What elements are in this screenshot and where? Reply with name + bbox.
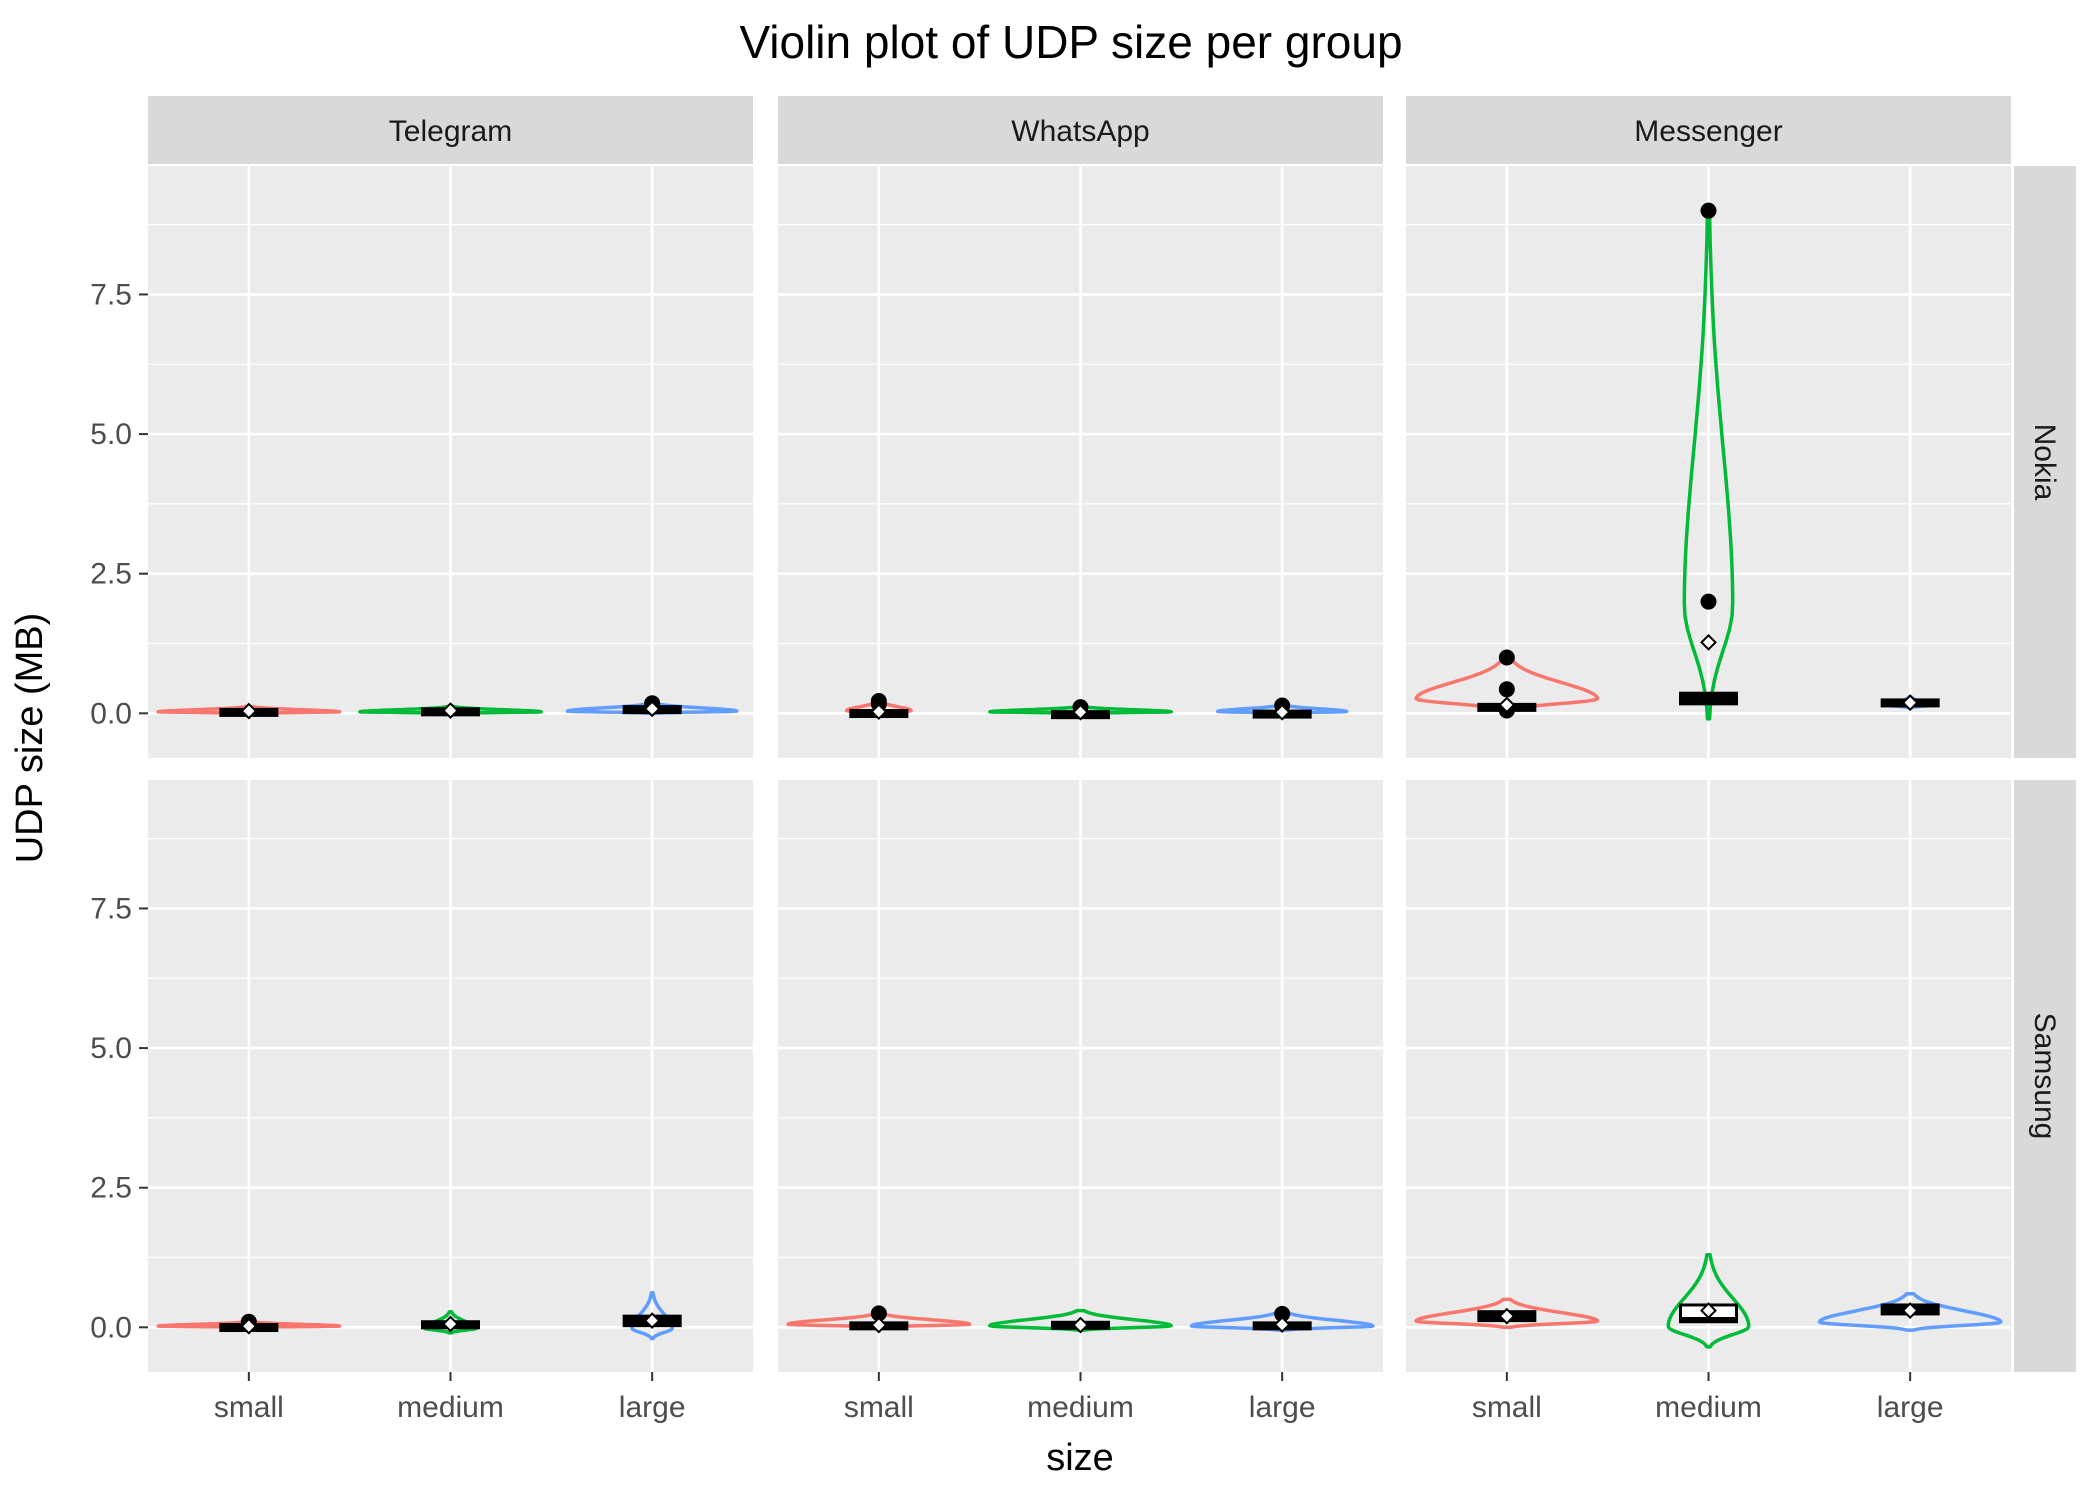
- group-small: [156, 702, 342, 720]
- facet-strip-messenger: [1406, 96, 2011, 164]
- mean-marker: [1498, 1307, 1516, 1325]
- mean-marker: [1273, 1316, 1291, 1333]
- y-tick-label: 0.0: [90, 697, 132, 730]
- x-tick-label: large: [619, 1391, 686, 1424]
- panel-whatsapp-nokia: [778, 166, 1383, 758]
- outlier-point: [870, 1305, 887, 1322]
- mean-marker: [870, 1316, 888, 1334]
- panel-messenger-nokia: [1406, 166, 2011, 758]
- y-tick-label: 0.0: [90, 1311, 132, 1344]
- group-medium: [988, 699, 1173, 721]
- panel-messenger-samsung: small medium large: [1406, 780, 2011, 1424]
- mean-marker: [1498, 696, 1516, 714]
- facet-label-whatsapp: WhatsApp: [1011, 115, 1149, 148]
- outlier-point: [1274, 1305, 1291, 1322]
- group-small: [156, 1313, 342, 1335]
- y-axis-title: UDP size (MB): [9, 613, 51, 864]
- group-small: [786, 1305, 972, 1334]
- x-tick-label: large: [1877, 1391, 1944, 1424]
- outlier-point: [1700, 593, 1717, 610]
- group-medium: [988, 1308, 1173, 1334]
- facet-strip-telegram: [148, 96, 753, 164]
- facet-strip-samsung: [2014, 780, 2076, 1372]
- chart-title: Violin plot of UDP size per group: [739, 16, 1402, 68]
- x-tick-label: small: [1472, 1391, 1542, 1424]
- mean-marker: [240, 1317, 258, 1335]
- mean-marker: [1273, 703, 1291, 721]
- group-large: [622, 1290, 682, 1341]
- mean-marker: [1901, 1302, 1919, 1319]
- y-tick-label: 2.5: [90, 558, 132, 591]
- y-tick-label: 5.0: [90, 1032, 132, 1065]
- mean-marker: [442, 702, 459, 719]
- y-tick-label: 7.5: [90, 892, 132, 925]
- facet-label-nokia: Nokia: [2028, 424, 2061, 501]
- panel-telegram-samsung: 0.0 2.5 5.0 7.5 small medium large: [90, 780, 753, 1424]
- violin-medium: [1682, 203, 1735, 721]
- panel-telegram-nokia: 0.0 2.5 5.0 7.5: [90, 166, 753, 758]
- mean-marker: [442, 1315, 459, 1333]
- x-tick-label: medium: [397, 1391, 504, 1424]
- violin-medium: [1666, 1252, 1751, 1349]
- group-small: [1414, 1297, 1600, 1330]
- violin-medium: [988, 1308, 1173, 1332]
- group-medium: [358, 702, 543, 719]
- group-medium: [1679, 202, 1738, 721]
- x-tick-label: medium: [1655, 1391, 1762, 1424]
- mean-marker: [643, 1312, 661, 1330]
- mean-marker: [1072, 703, 1089, 721]
- x-tick-label: small: [214, 1391, 284, 1424]
- facet-strip-whatsapp: [778, 96, 1383, 164]
- mean-marker: [240, 702, 258, 720]
- x-tick-label: large: [1249, 1391, 1316, 1424]
- mean-marker: [870, 703, 888, 721]
- group-medium: [421, 1309, 480, 1335]
- facet-label-telegram: Telegram: [389, 115, 512, 148]
- violin-small: [1414, 1297, 1600, 1330]
- group-large: [565, 695, 739, 718]
- y-tick-label: 2.5: [90, 1172, 132, 1205]
- facet-label-messenger: Messenger: [1634, 115, 1782, 148]
- y-tick-label: 7.5: [90, 278, 132, 311]
- outlier-point: [1700, 202, 1717, 219]
- mean-marker: [1901, 694, 1919, 712]
- mean-marker: [1072, 1316, 1089, 1334]
- outlier-point: [1498, 681, 1515, 698]
- group-large: [1215, 697, 1349, 721]
- x-tick-label: medium: [1027, 1391, 1134, 1424]
- panel-whatsapp-samsung: small medium large: [778, 780, 1383, 1424]
- facet-panels: Telegram WhatsApp Messenger Nokia Samsung 0.0…: [90, 96, 2076, 1424]
- x-tick-label: small: [844, 1391, 914, 1424]
- violin-large: [630, 1290, 675, 1341]
- group-large: [1817, 1292, 2003, 1332]
- mean-marker: [1700, 1302, 1717, 1319]
- group-small: [1414, 649, 1600, 719]
- facet-strip-nokia: [2014, 166, 2076, 758]
- facet-label-samsung: Samsung: [2028, 1013, 2061, 1140]
- group-medium: [1666, 1252, 1751, 1349]
- group-large: [1189, 1305, 1375, 1333]
- group-small: [844, 693, 913, 721]
- mean-marker: [643, 700, 661, 718]
- x-axis-title: size: [1046, 1437, 1114, 1479]
- group-large: [1880, 694, 1940, 712]
- outlier-point: [1498, 649, 1515, 666]
- mean-marker: [1700, 633, 1717, 651]
- violin-medium: [422, 1309, 479, 1335]
- y-tick-label: 5.0: [90, 418, 132, 451]
